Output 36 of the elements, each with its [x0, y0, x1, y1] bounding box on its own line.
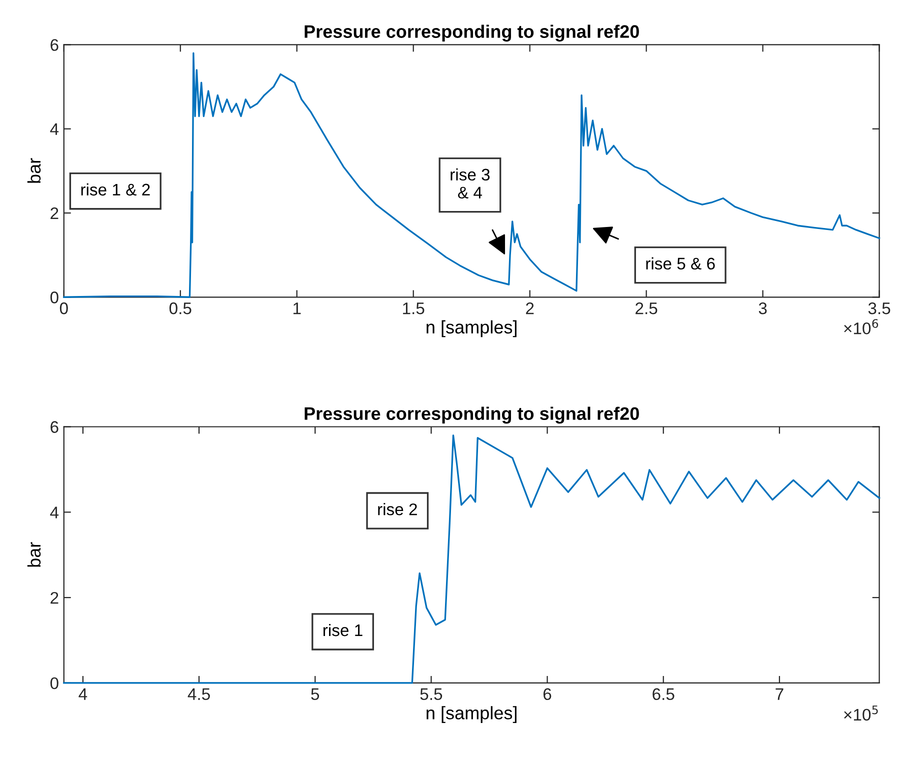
x-tick-label: 0.5 [169, 302, 192, 314]
x-tick-label: 7 [776, 688, 784, 700]
text: ×10$^{6}$ [844, 319, 878, 334]
x-tick-label: 4 [78, 688, 88, 700]
y-axis-title: bar [27, 158, 41, 183]
y-tick-label: 2 [50, 207, 58, 220]
x-tick-label: 4.5 [188, 688, 210, 700]
x-axis-title: n [samples] [426, 706, 516, 723]
x-tick-label: 3.5 [868, 302, 890, 314]
y-tick-label: 4 [50, 123, 59, 135]
chart-title: Pressure corresponding to signal ref20 [304, 24, 639, 42]
x-tick-label: 2.5 [636, 302, 658, 314]
annotation: rise 5 & 6 [646, 257, 715, 270]
y-tick-label: 0 [50, 677, 58, 690]
annotation: rise 1 & 2 [81, 183, 150, 196]
x-tick-label: 1 [294, 302, 301, 314]
x-tick-label: 6.5 [652, 688, 674, 700]
annotation: rise 2 [378, 503, 417, 516]
annotation: rise 1 [323, 624, 362, 636]
y-tick-label: 2 [50, 592, 58, 604]
chart-title: Pressure corresponding to signal ref20 [304, 406, 639, 424]
y-tick-label: 4 [50, 506, 59, 518]
x-tick-label: 1.5 [403, 302, 424, 314]
x-tick-label: 6 [544, 688, 552, 700]
x-axis-title: n [samples] [426, 320, 516, 338]
y-tick-label: 6 [50, 421, 58, 433]
annotation: rise 3 & 4 [450, 168, 490, 199]
x-tick-label: 0 [60, 302, 68, 314]
y-axis-title: bar [27, 542, 41, 567]
x-tick-label: 2 [526, 302, 534, 314]
x-tick-label: 3 [758, 302, 767, 314]
x-tick-label: 5 [311, 688, 320, 700]
y-tick-label: 0 [50, 292, 58, 304]
text: ×10$^{5}$ [844, 706, 878, 721]
y-tick-label: 6 [50, 39, 58, 51]
x-tick-label: 5.5 [420, 688, 442, 700]
